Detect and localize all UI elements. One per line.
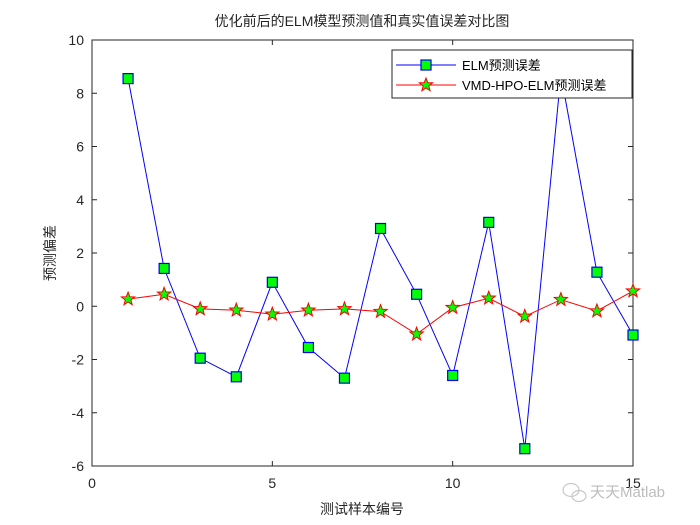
watermark-text: 天天Matlab xyxy=(590,484,665,501)
legend-label: ELM预测误差 xyxy=(462,58,541,73)
x-axis-label: 测试样本编号 xyxy=(320,501,404,517)
star-marker xyxy=(408,325,425,342)
star-marker xyxy=(372,303,389,319)
square-marker xyxy=(420,59,432,71)
square-marker xyxy=(302,341,314,354)
y-tick-label: 6 xyxy=(76,139,84,155)
x-tick-label: 10 xyxy=(445,475,461,491)
square-marker xyxy=(194,352,206,364)
x-tick-label: 5 xyxy=(268,475,276,491)
star-marker xyxy=(417,76,435,92)
y-tick-label: -6 xyxy=(72,458,85,474)
plot-axes: 0 5 10 15 -6 -4 -2 0 2 4 6 8 10 xyxy=(68,32,641,491)
star-marker xyxy=(336,300,353,316)
series-square xyxy=(122,69,639,455)
star-marker xyxy=(300,301,317,318)
series-star xyxy=(120,282,642,342)
watermark: 天天Matlab xyxy=(562,482,665,503)
square-marker xyxy=(483,216,495,228)
y-tick-label: 10 xyxy=(68,32,84,48)
y-tick-label: 4 xyxy=(76,192,84,208)
star-marker xyxy=(444,299,461,315)
star-marker xyxy=(156,285,173,302)
square-marker xyxy=(374,222,387,235)
wechat-icon xyxy=(562,482,587,503)
legend-entry: VMD-HPO-ELM预测误差 xyxy=(396,76,606,93)
x-tick-label: 15 xyxy=(625,475,641,491)
y-tick-label: 0 xyxy=(76,298,84,314)
plot-series xyxy=(120,69,642,455)
y-tick-label: -4 xyxy=(72,405,85,421)
y-tick-label: -2 xyxy=(72,352,85,368)
legend-entry: ELM预测误差 xyxy=(396,58,541,73)
square-marker xyxy=(158,262,170,275)
square-marker xyxy=(266,276,278,288)
plot-frame xyxy=(91,39,634,467)
y-tick-label: 8 xyxy=(76,85,84,101)
star-marker xyxy=(264,305,281,322)
legend-label: VMD-HPO-ELM预测误差 xyxy=(462,78,606,93)
star-marker xyxy=(228,301,245,318)
chart-title: 优化前后的ELM模型预测值和真实值误差对比图 xyxy=(215,13,510,29)
x-tick-label: 0 xyxy=(88,475,96,491)
square-marker xyxy=(447,369,459,382)
square-marker xyxy=(627,329,639,341)
star-marker xyxy=(588,302,605,318)
square-marker xyxy=(411,288,423,300)
square-marker xyxy=(338,372,351,384)
star-marker xyxy=(552,291,569,307)
square-marker xyxy=(519,443,531,455)
square-marker xyxy=(122,73,134,85)
legend: ELM预测误差 VMD-HPO-ELM预测误差 xyxy=(391,49,633,99)
star-marker xyxy=(120,290,137,306)
square-marker xyxy=(230,371,242,383)
square-marker xyxy=(591,266,603,278)
star-marker xyxy=(516,307,533,324)
y-axis-label: 预测偏差 xyxy=(42,225,58,281)
y-tick-label: 2 xyxy=(76,245,84,261)
star-marker xyxy=(624,282,642,298)
star-marker xyxy=(192,300,209,316)
star-marker xyxy=(480,289,497,306)
